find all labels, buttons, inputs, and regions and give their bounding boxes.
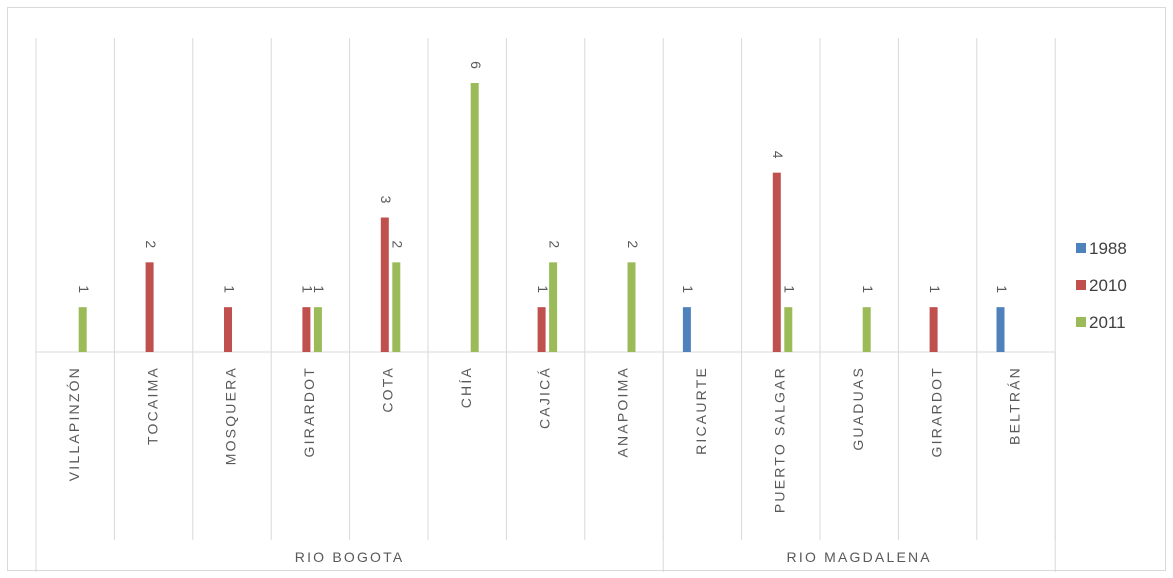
data-label-2011-7: 2 [625,240,641,248]
category-label-10: GUADUAS [850,366,866,451]
data-label-2010-3: 1 [300,285,316,293]
bar-2011-5 [470,83,479,352]
group-label-0: RIO BOGOTA [295,549,405,565]
bar-2010-4 [380,217,389,352]
data-label-2011-9: 1 [782,285,798,293]
bar-2010-3 [302,307,311,352]
data-label-2011-6: 2 [546,240,562,248]
category-label-0: VILLAPINZÓN [66,366,82,481]
legend-label-1988: 1988 [1089,239,1127,258]
bar-2011-3 [313,307,322,352]
data-label-1988-8: 1 [680,285,696,293]
bar-2011-0 [78,307,87,352]
data-label-2010-11: 1 [927,285,943,293]
data-label-2011-0: 1 [76,285,92,293]
category-label-6: CAJICÁ [536,366,552,429]
data-label-2011-4: 2 [390,240,406,248]
category-label-8: RICAURTE [693,366,709,455]
category-label-12: BELTRÁN [1007,366,1023,445]
chart-border [7,7,1166,571]
category-label-1: TOCAIMA [144,366,160,445]
bar-2010-11 [929,307,938,352]
bar-2010-6 [537,307,546,352]
category-label-7: ANAPOIMA [615,366,631,458]
data-label-2011-5: 6 [468,61,484,69]
data-label-2010-6: 1 [535,285,551,293]
category-label-4: COTA [380,366,396,413]
data-label-1988-12: 1 [994,285,1010,293]
bar-2010-9 [772,172,781,352]
data-label-2010-4: 3 [378,196,394,204]
legend-swatch-2011 [1076,317,1086,327]
bar-2011-9 [784,307,793,352]
data-label-2010-9: 4 [770,151,786,159]
group-label-1: RIO MAGDALENA [787,549,932,565]
category-label-11: GIRARDOT [928,366,944,458]
legend-item-2011: 2011 [1076,313,1166,332]
bar-2011-7 [627,262,636,352]
data-label-2010-2: 1 [221,285,237,293]
legend-item-1988: 1988 [1076,239,1166,258]
legend-swatch-2010 [1076,280,1086,290]
category-label-3: GIRARDOT [301,366,317,458]
bar-1988-12 [996,307,1005,352]
bar-2010-2 [224,307,232,352]
legend-swatch-1988 [1076,243,1086,253]
legend: 1988 2010 2011 [1076,239,1166,351]
legend-label-2010: 2010 [1089,276,1127,295]
data-label-2010-1: 2 [143,240,159,248]
category-label-5: CHÍA [458,366,474,408]
bar-2010-1 [145,262,154,352]
bar-2011-6 [549,262,558,352]
bar-1988-8 [682,307,691,352]
bar-2011-10 [862,307,871,352]
legend-label-2011: 2011 [1089,313,1126,332]
data-label-2011-10: 1 [860,285,876,293]
data-label-2011-3: 1 [311,285,327,293]
legend-item-2010: 2010 [1076,276,1166,295]
category-label-9: PUERTO SALGAR [772,366,788,513]
bar-2011-4 [392,262,401,352]
category-label-2: MOSQUERA [223,366,239,465]
